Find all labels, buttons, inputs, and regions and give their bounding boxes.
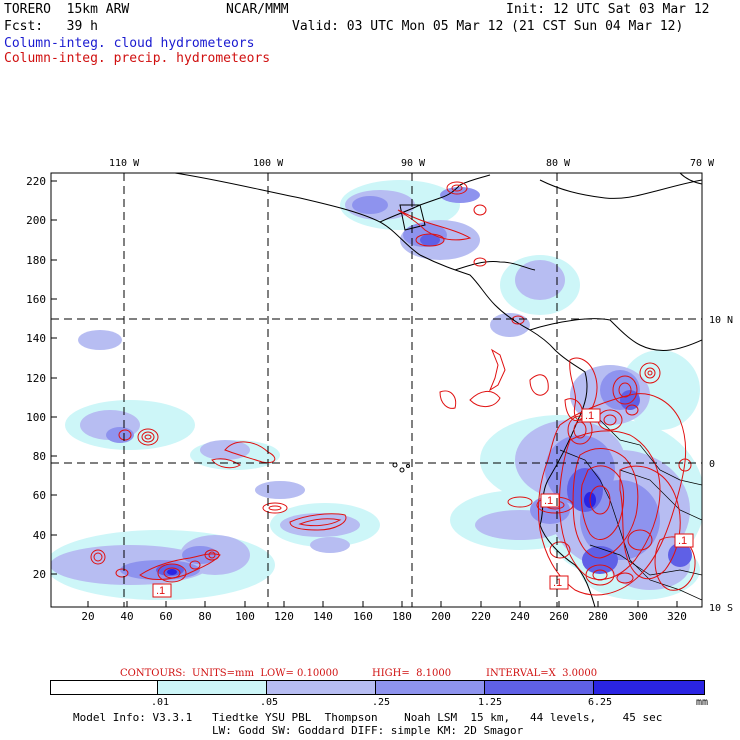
- graticule: [51, 173, 702, 607]
- cloud-shading: [51, 180, 702, 600]
- model-info-line: Model Info: V3.3.1 Tiedtke YSU PBL Thomp…: [73, 711, 663, 724]
- x-tick-label: 20: [81, 610, 94, 620]
- color-legend-bar: [50, 680, 705, 695]
- lon-label: 80 W: [546, 158, 571, 169]
- x-tick-label: 160: [353, 610, 373, 620]
- contour-label: .1: [678, 535, 687, 547]
- lat-label: 0: [709, 459, 715, 470]
- contour-label: .1: [156, 585, 165, 597]
- lon-label: 100 W: [253, 158, 284, 169]
- y-tick-label: 120: [26, 372, 46, 385]
- y-tick-label: 220: [26, 175, 46, 188]
- lat-label: 10 S: [709, 603, 733, 614]
- legend-unit: mm: [696, 697, 709, 708]
- y-tick-label: 200: [26, 214, 46, 227]
- longitude-labels: 110 W 100 W 90 W 80 W 70 W: [109, 158, 715, 169]
- y-tick-label: 100: [26, 411, 46, 424]
- x-tick-label: 280: [588, 610, 608, 620]
- forecast-hour: Fcst: 39 h: [4, 19, 98, 34]
- contour-info-interval: INTERVAL=X 3.0000: [486, 668, 598, 679]
- y-tick-label: 80: [33, 450, 46, 463]
- field-cloud-label: Column-integ. cloud hydrometeors: [4, 36, 255, 51]
- x-tick-label: 300: [628, 610, 648, 620]
- y-tick-label: 60: [33, 489, 46, 502]
- x-tick-labels: 20 40 60 80 100 120 140 160 180 200 220 …: [81, 610, 687, 620]
- lon-label: 110 W: [109, 158, 140, 169]
- x-tick-label: 200: [431, 610, 451, 620]
- x-tick-label: 220: [471, 610, 491, 620]
- init-time: Init: 12 UTC Sat 03 Mar 12: [506, 2, 710, 17]
- legend-swatch: [594, 681, 704, 694]
- lat-label: 10 N: [709, 315, 733, 326]
- lon-label: 70 W: [690, 158, 715, 169]
- legend-tick: .01: [151, 697, 170, 708]
- plot-frame: [50, 172, 703, 608]
- contour-info-units: CONTOURS: UNITS=mm LOW= 0.10000: [120, 668, 339, 679]
- x-tick-label: 320: [667, 610, 687, 620]
- y-tick-label: 40: [33, 529, 46, 542]
- x-tick-label: 120: [274, 610, 294, 620]
- y-tick-label: 180: [26, 254, 46, 267]
- legend-swatch: [376, 681, 485, 694]
- legend-swatch: [485, 681, 594, 694]
- x-tick-label: 180: [392, 610, 412, 620]
- tick-marks: [51, 180, 678, 607]
- y-tick-label: 140: [26, 332, 46, 345]
- precip-contours: [90, 181, 696, 596]
- valid-time: Valid: 03 UTC Mon 05 Mar 12 (21 CST Sun …: [292, 19, 684, 34]
- x-tick-label: 100: [235, 610, 255, 620]
- model-name: TORERO 15km ARW: [4, 2, 130, 17]
- x-tick-label: 60: [159, 610, 172, 620]
- legend-swatch: [51, 681, 158, 694]
- legend-tick: 6.25: [588, 697, 613, 708]
- y-tick-labels: 220 200 180 160 140 120 100 80 60 40 20: [26, 175, 46, 581]
- legend-tick: 1.25: [478, 697, 503, 708]
- legend-swatch: [267, 681, 376, 694]
- x-tick-label: 240: [510, 610, 530, 620]
- lon-label: 90 W: [401, 158, 426, 169]
- organization: NCAR/MMM: [226, 2, 289, 17]
- y-tick-label: 160: [26, 293, 46, 306]
- latitude-labels: 10 N 0 10 S: [709, 315, 733, 614]
- x-tick-label: 140: [313, 610, 333, 620]
- contour-label: .1: [553, 577, 562, 589]
- y-tick-label: 20: [33, 568, 46, 581]
- x-tick-label: 80: [198, 610, 211, 620]
- physics-info-line: LW: Godd SW: Goddard DIFF: simple KM: 2D…: [212, 724, 524, 737]
- contour-label: .1: [544, 495, 553, 507]
- field-precip-label: Column-integ. precip. hydrometeors: [4, 51, 271, 66]
- forecast-map: .1 .1 .1 .1 .1 110 W: [26, 158, 733, 620]
- x-tick-label: 40: [120, 610, 133, 620]
- legend-tick: .25: [372, 697, 391, 708]
- legend-swatch: [158, 681, 267, 694]
- contour-info-high: HIGH= 8.1000: [372, 668, 452, 679]
- legend-tick: .05: [260, 697, 279, 708]
- contour-label: .1: [585, 410, 594, 422]
- x-tick-label: 260: [549, 610, 569, 620]
- contour-value-labels: .1 .1 .1 .1 .1: [152, 408, 694, 598]
